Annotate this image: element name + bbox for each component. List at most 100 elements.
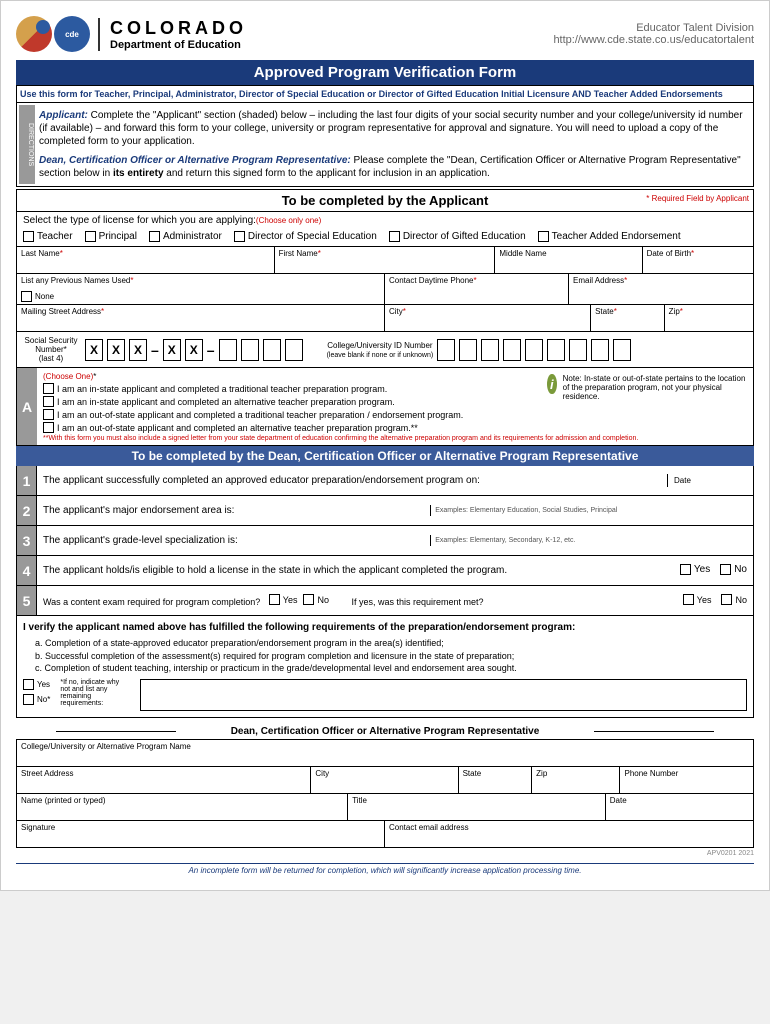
row-3: 3 The applicant's grade-level specializa… [16,526,754,556]
street-field[interactable]: Mailing Street Address* [17,305,385,331]
choose-one-a: (Choose One) [43,372,93,381]
college-id-input[interactable] [525,339,543,361]
checkbox-icon [85,231,96,242]
phone-field[interactable]: Contact Daytime Phone* [385,274,569,304]
dir-p2-bold: its entirety [113,168,164,179]
rep-email-field[interactable]: Contact email address [385,821,753,847]
checkbox-icon [43,409,54,420]
checkbox-icon [721,594,732,605]
checkbox-icon [43,422,54,433]
type-admin[interactable]: Administrator [149,231,222,242]
verify-no[interactable]: No* [23,694,50,705]
ssn-input[interactable] [285,339,303,361]
verify-reason-field[interactable] [140,679,747,711]
rep-zip-field[interactable]: Zip [532,767,620,793]
dob-field[interactable]: Date of Birth* [643,247,753,273]
opt-outstate-trad[interactable]: I am an out-of-state applicant and compl… [43,409,747,420]
row5-no[interactable]: No [303,594,329,605]
rep-state-field[interactable]: State [459,767,533,793]
row-5: 5 Was a content exam required for progra… [16,586,754,616]
marker-1: 1 [17,466,37,495]
dept-name: Department of Education [110,39,247,51]
ssn-box: X [129,339,147,361]
checkbox-icon [538,231,549,242]
license-types: Teacher Principal Administrator Director… [17,229,753,246]
checkbox-icon [234,231,245,242]
ssn-input[interactable] [263,339,281,361]
ssn-box: X [163,339,181,361]
row4-no[interactable]: No [720,564,747,575]
email-field[interactable]: Email Address* [569,274,753,304]
row5-yes[interactable]: Yes [269,594,298,605]
middle-name-field[interactable]: Middle Name [495,247,642,273]
type-teacher[interactable]: Teacher [23,231,73,242]
state-field[interactable]: State* [591,305,665,331]
rep-row-2: Street Address City State Zip Phone Numb… [17,766,753,793]
colorado-logo-icon [16,16,52,52]
ssn-input[interactable] [241,339,259,361]
address-row: Mailing Street Address* City* State* Zip… [17,304,753,331]
type-principal[interactable]: Principal [85,231,137,242]
date-field[interactable]: Date [667,474,747,487]
rep-row-3: Name (printed or typed) Title Date [17,793,753,820]
type-gifted[interactable]: Director of Gifted Education [389,231,526,242]
type-spec-ed[interactable]: Director of Special Education [234,231,377,242]
header-right: Educator Talent Division http://www.cde.… [553,22,754,46]
college-id-input[interactable] [569,339,587,361]
opt-outstate-alt[interactable]: I am an out-of-state applicant and compl… [43,422,747,433]
college-id-input[interactable] [437,339,455,361]
college-id-input[interactable] [459,339,477,361]
prev-names-field[interactable]: List any Previous Names Used*None [17,274,385,304]
rep-sig-field[interactable]: Signature [17,821,385,847]
rep-date-field[interactable]: Date [606,794,753,820]
dir-dean-label: Dean, Certification Officer or Alternati… [39,155,351,166]
zip-field[interactable]: Zip* [665,305,753,331]
verify-c: c. Completion of student teaching, inter… [35,662,747,675]
rep-row-4: Signature Contact email address [17,820,753,847]
directions-tab: DIRECTIONS [19,105,35,184]
checkbox-icon [23,231,34,242]
city-field[interactable]: City* [385,305,591,331]
checkbox-icon [680,564,691,575]
checkbox-icon [720,564,731,575]
checkbox-icon [149,231,160,242]
row-3-content: The applicant's grade-level specializati… [37,526,753,555]
rep-name-field[interactable]: Name (printed or typed) [17,794,348,820]
rep-city-field[interactable]: City [311,767,458,793]
row5b-yes[interactable]: Yes [683,594,712,605]
dir-p1: Complete the "Applicant" section (shaded… [39,110,743,147]
row-4-content: The applicant holds/is eligible to hold … [37,556,753,585]
form-id: APV0201 2021 [16,850,754,857]
form-page: cde COLORADO Department of Education Edu… [0,0,770,891]
checkbox-icon [21,291,32,302]
college-id-input[interactable] [547,339,565,361]
verify-head: I verify the applicant named above has f… [23,622,575,633]
college-id-input[interactable] [481,339,499,361]
verify-yes[interactable]: Yes [23,679,50,690]
rep-title-field[interactable]: Title [348,794,606,820]
last-name-field[interactable]: Last Name* [17,247,275,273]
row4-yes[interactable]: Yes [680,564,710,575]
row-4: 4 The applicant holds/is eligible to hol… [16,556,754,586]
college-id-input[interactable] [591,339,609,361]
rep-street-field[interactable]: Street Address [17,767,311,793]
rep-body: College/University or Alternative Progra… [16,739,754,848]
type-endorsement[interactable]: Teacher Added Endorsement [538,231,681,242]
marker-a: A [17,368,37,445]
rep-title: Dean, Certification Officer or Alternati… [16,726,754,737]
ssn-input[interactable] [219,339,237,361]
verify-note: *If no, indicate why not and list any re… [60,679,130,707]
ssn-dash: – [151,342,159,358]
section-a-content: (Choose One)* I am an in-state applicant… [37,368,753,445]
rep-college-field[interactable]: College/University or Alternative Progra… [17,740,753,766]
row-1: 1 The applicant successfully completed a… [16,466,754,496]
checkbox-icon [389,231,400,242]
rep-phone-field[interactable]: Phone Number [620,767,752,793]
verify-b: b. Successful completion of the assessme… [35,650,747,663]
first-name-field[interactable]: First Name* [275,247,496,273]
college-id-label: College/University ID Number(leave blank… [327,341,434,359]
college-id-input[interactable] [503,339,521,361]
rep-row-1: College/University or Alternative Progra… [17,740,753,766]
row5b-no[interactable]: No [721,594,747,605]
college-id-input[interactable] [613,339,631,361]
